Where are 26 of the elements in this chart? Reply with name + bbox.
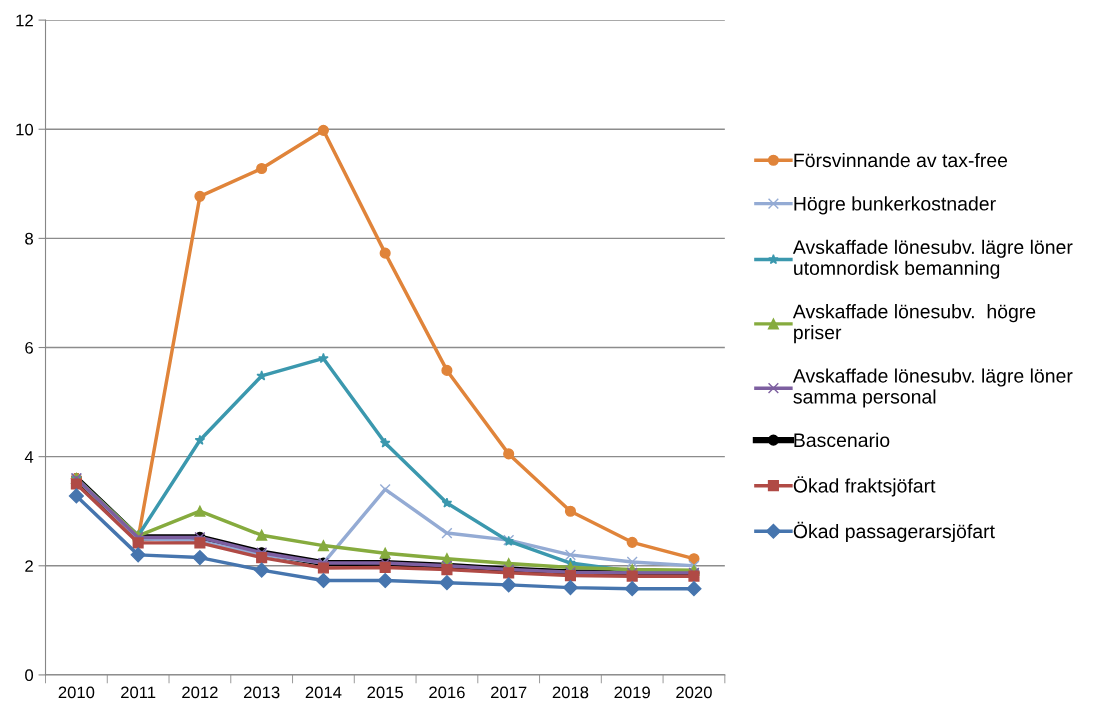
legend-label: Försvinnande av tax-free bbox=[794, 152, 1008, 168]
legend-label: Avskaffade lönesubv. högre priser bbox=[792, 304, 1036, 344]
legend-label: Ökad passagerarsjöfart bbox=[793, 521, 995, 543]
legend-label: Avskaffade lönesubv. lägre löner utomnordisk bemanning bbox=[792, 239, 1073, 279]
y-tick-label: 2 bbox=[25, 560, 33, 572]
x-tick-label: 2016 bbox=[429, 686, 465, 699]
y-tick-label: 8 bbox=[25, 232, 33, 245]
y-tick-label: 12 bbox=[16, 14, 33, 27]
x-tick-label: 2013 bbox=[243, 686, 280, 699]
x-tick-label: 2011 bbox=[121, 686, 156, 699]
y-tick-label: 6 bbox=[25, 341, 33, 354]
legend-label: Högre bunkerkostnader bbox=[794, 196, 996, 215]
x-tick-label: 2014 bbox=[305, 686, 342, 699]
x-tick-label: 2017 bbox=[490, 686, 527, 699]
x-tick-label: 2019 bbox=[614, 686, 650, 699]
y-tick-label: 4 bbox=[24, 451, 34, 463]
x-tick-label: 2010 bbox=[58, 686, 95, 699]
legend-label: Ökad fraktsjöfart bbox=[793, 476, 936, 497]
y-tick-label: 10 bbox=[16, 123, 34, 136]
legend-label: Avskaffade lönesubv. lägre löner samma personal bbox=[792, 368, 1073, 408]
y-tick-label: 0 bbox=[25, 669, 34, 682]
x-tick-label: 2018 bbox=[552, 686, 589, 699]
legend-label: Bascenario bbox=[794, 432, 890, 448]
x-tick-label: 2020 bbox=[676, 686, 712, 699]
x-tick-label: 2015 bbox=[367, 686, 404, 699]
x-tick-label: 2012 bbox=[182, 686, 218, 699]
